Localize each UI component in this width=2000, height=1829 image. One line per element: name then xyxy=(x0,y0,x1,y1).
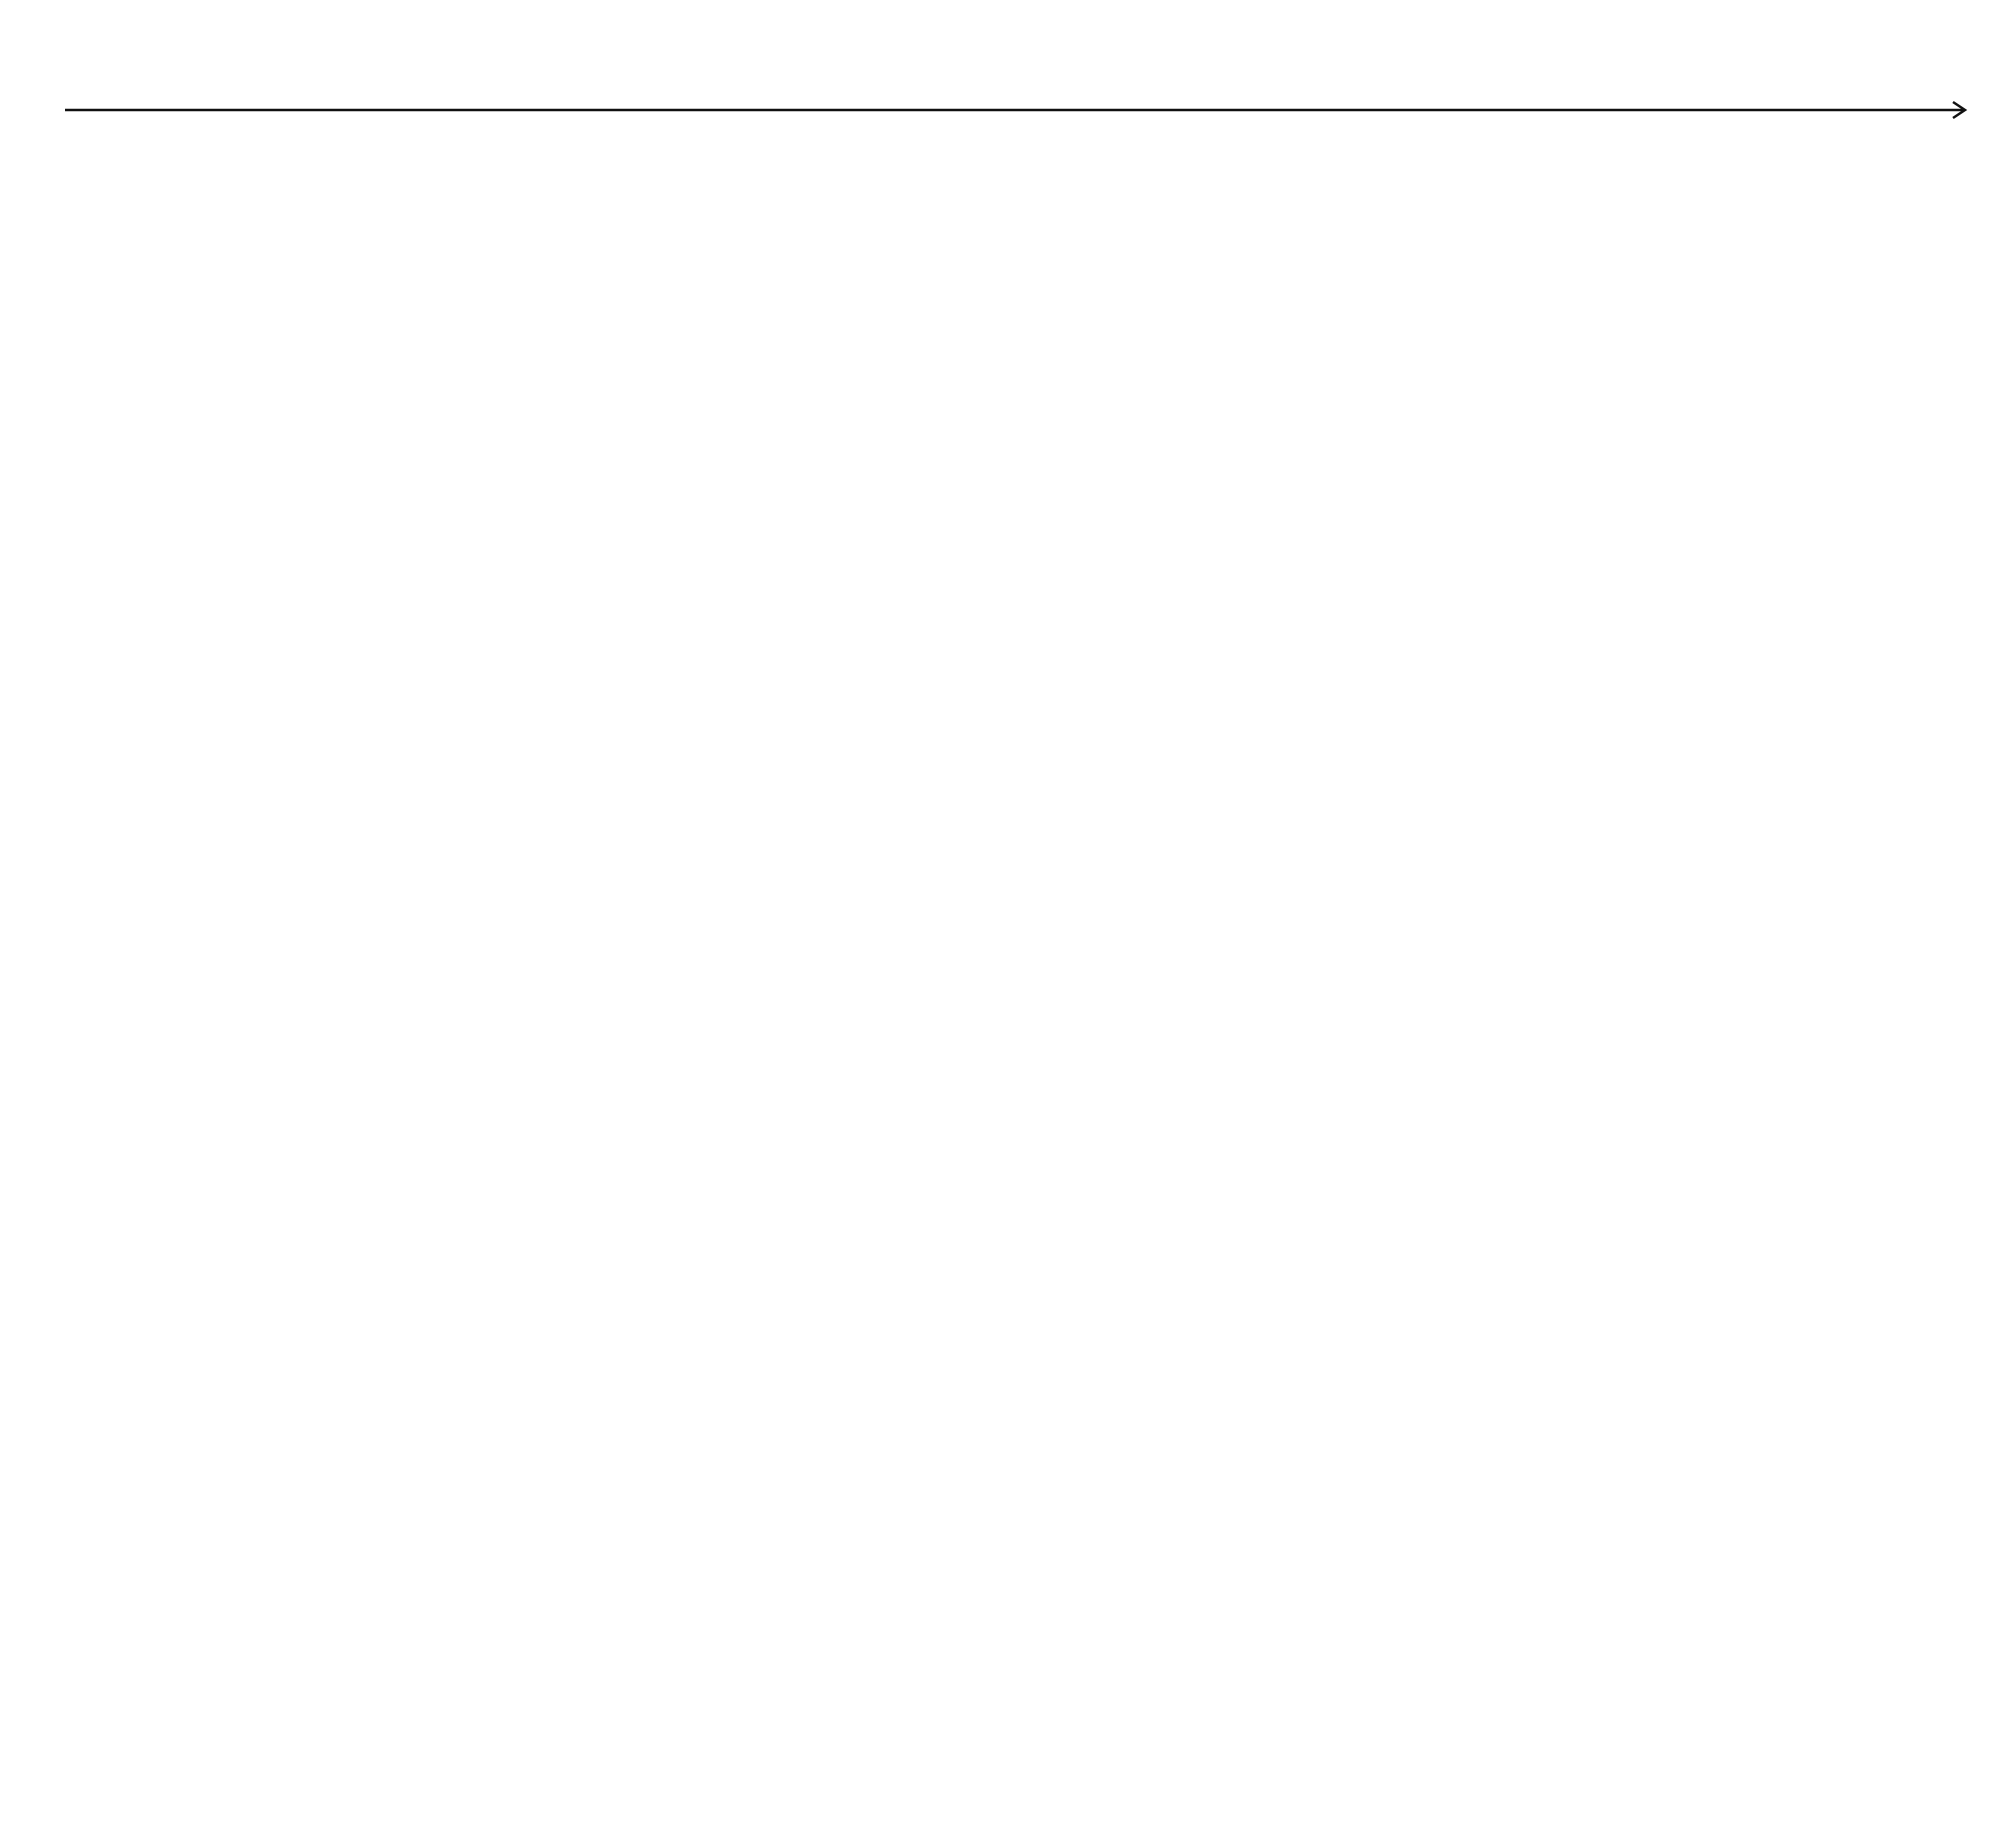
chart-d-segregation-timing xyxy=(1700,620,2000,1120)
chart-e-dual-axis xyxy=(60,1220,890,1600)
time-arrow xyxy=(65,100,1968,120)
chart-f-segregation-efficiency xyxy=(1060,1205,1520,1585)
chart-c-frame-difference xyxy=(960,620,1680,1130)
chart-f-dna-dna-distance xyxy=(1510,1205,2000,1585)
